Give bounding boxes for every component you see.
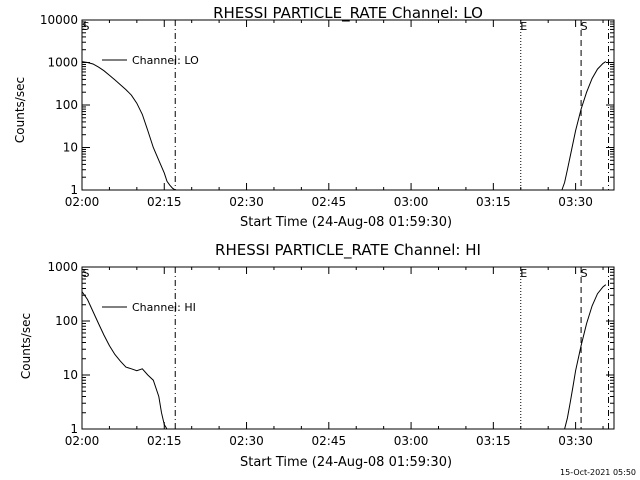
x-tick-label: 02:45 [312, 434, 347, 448]
vertical-marker-label: E [520, 267, 527, 280]
x-tick-label: 03:15 [476, 434, 511, 448]
series-line [81, 284, 607, 430]
y-axis-label: Counts/sec [13, 77, 27, 143]
y-tick-label: 100 [55, 314, 78, 328]
start-marker-label: S [83, 20, 90, 33]
start-marker-label: S [83, 267, 90, 280]
y-tick-label: 1 [70, 183, 78, 197]
y-tick-label: 10 [63, 368, 78, 382]
x-tick-label: 02:15 [147, 195, 182, 209]
chart-panel-lo: RHESSI PARTICLE_RATE Channel: LO Start T… [13, 4, 615, 230]
y-tick-label: 10000 [40, 13, 78, 27]
x-tick-label: 03:00 [394, 434, 429, 448]
x-axis-label: Start Time (24-Aug-08 01:59:30) [240, 215, 452, 230]
vertical-marker-label: S [581, 20, 588, 33]
series-line [81, 61, 607, 191]
x-tick-label: 03:15 [476, 195, 511, 209]
y-tick-label: 100 [55, 98, 78, 112]
x-tick-label: 02:00 [65, 195, 100, 209]
x-tick-label: 03:30 [558, 195, 593, 209]
x-tick-label: 02:15 [147, 434, 182, 448]
chart-panel-hi: RHESSI PARTICLE_RATE Channel: HI Start T… [19, 241, 615, 470]
y-tick-label: 1 [70, 422, 78, 436]
plot-frame [81, 19, 615, 191]
chart-title: RHESSI PARTICLE_RATE Channel: HI [215, 241, 481, 260]
x-tick-label: 02:45 [312, 195, 347, 209]
y-tick-label: 1000 [47, 56, 78, 70]
x-tick-label: 02:30 [229, 434, 264, 448]
vertical-marker-label: S [581, 267, 588, 280]
y-axis-label: Counts/sec [19, 313, 33, 379]
x-axis-label: Start Time (24-Aug-08 01:59:30) [240, 455, 452, 470]
chart-title: RHESSI PARTICLE_RATE Channel: LO [213, 4, 483, 23]
legend-label: Channel: LO [132, 54, 199, 67]
footer-timestamp: 15-Oct-2021 05:50 [560, 468, 636, 477]
legend-label: Channel: HI [132, 301, 196, 314]
x-tick-label: 02:30 [229, 195, 264, 209]
x-tick-label: 02:00 [65, 434, 100, 448]
plot-frame [81, 266, 615, 430]
x-tick-label: 03:00 [394, 195, 429, 209]
y-tick-label: 10 [63, 141, 78, 155]
y-tick-label: 1000 [47, 260, 78, 274]
vertical-marker-label: E [520, 20, 527, 33]
x-tick-label: 03:30 [558, 434, 593, 448]
